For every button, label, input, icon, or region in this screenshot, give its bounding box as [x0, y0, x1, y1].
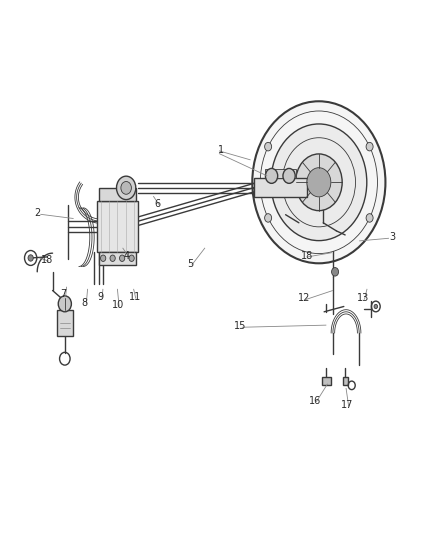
Circle shape [271, 124, 367, 240]
Circle shape [265, 142, 272, 151]
Text: 8: 8 [81, 298, 88, 308]
Circle shape [283, 168, 295, 183]
Text: 6: 6 [155, 199, 161, 208]
Circle shape [28, 255, 33, 261]
Circle shape [265, 214, 272, 222]
Text: 13: 13 [357, 294, 369, 303]
Text: 10: 10 [112, 300, 124, 310]
Circle shape [101, 255, 106, 262]
Text: 5: 5 [187, 259, 194, 269]
Bar [96, 201, 138, 252]
Text: 12: 12 [298, 294, 311, 303]
Text: 17: 17 [341, 400, 353, 410]
Circle shape [120, 255, 125, 262]
Text: 4: 4 [124, 251, 130, 261]
Text: 1: 1 [218, 146, 224, 155]
Text: 9: 9 [98, 293, 104, 302]
Circle shape [110, 255, 115, 262]
Circle shape [129, 255, 134, 262]
Text: 2: 2 [34, 208, 40, 218]
Text: 11: 11 [129, 293, 141, 302]
Circle shape [252, 101, 385, 263]
Bar [99, 252, 136, 265]
Circle shape [117, 176, 136, 199]
Bar [265, 169, 296, 178]
Circle shape [366, 214, 373, 222]
Circle shape [296, 154, 342, 211]
Circle shape [121, 181, 131, 195]
Bar [343, 377, 348, 385]
Bar [99, 188, 136, 201]
Circle shape [366, 142, 373, 151]
Bar [57, 310, 73, 336]
Circle shape [265, 168, 278, 183]
Text: 18: 18 [41, 255, 53, 265]
Circle shape [58, 296, 71, 312]
Text: 7: 7 [60, 289, 67, 299]
Circle shape [332, 268, 339, 276]
Text: 3: 3 [389, 232, 395, 242]
Bar [322, 377, 331, 385]
Circle shape [307, 168, 331, 197]
Circle shape [374, 304, 378, 309]
Bar [254, 178, 307, 197]
Text: 18: 18 [300, 251, 313, 261]
Text: 15: 15 [234, 321, 246, 331]
Text: 16: 16 [309, 396, 321, 406]
